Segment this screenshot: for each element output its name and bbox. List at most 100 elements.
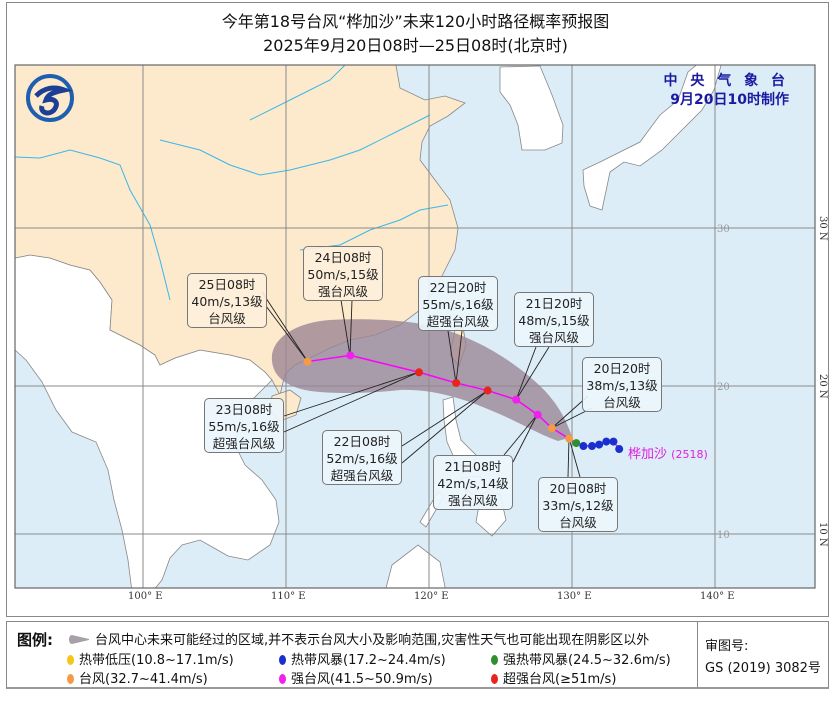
forecast-marker [565, 434, 574, 443]
forecast-marker [303, 357, 312, 366]
past-track-marker [609, 437, 618, 446]
lat-label-30: 30 N [817, 216, 828, 241]
label-level: 强台风级 [447, 493, 498, 508]
legend-text: 台风(32.7~41.4m/s) [79, 672, 208, 687]
label-wind: 40m/s,13级 [191, 294, 263, 309]
legend-cone-text: 台风中心未来可能经过的区域,并不表示台风大小及影响范围,灾害性天气也可能出现在阴… [95, 633, 650, 648]
lat-label-10: 10 N [817, 522, 828, 547]
label-level: 超强台风级 [330, 468, 394, 483]
storm-name: 桦加沙 [628, 447, 668, 462]
past-track-marker [602, 437, 611, 446]
legend-text: 强热带风暴(24.5~32.6m/s) [503, 653, 671, 668]
storm-name-label: 桦加沙 (2518) [628, 443, 708, 462]
legend-item-super-ty: 超强台风(≥51m/s) [491, 668, 616, 687]
label-level: 台风级 [559, 515, 597, 530]
past-track-marker [579, 442, 588, 451]
forecast-marker [346, 351, 355, 360]
forecast-marker [547, 424, 556, 433]
lat-label-20: 20 N [817, 374, 828, 399]
legend-item-ty: 台风(32.7~41.4m/s) [67, 668, 208, 687]
label-level: 强台风级 [528, 330, 579, 345]
label-time: 20日20时 [593, 361, 651, 376]
forecast-label-24d08: 24日08时 50m/s,15级 强台风级 [303, 246, 383, 301]
forecast-label-20d08: 20日08时 33m/s,12级 台风级 [538, 477, 618, 532]
forecast-marker [512, 395, 521, 404]
label-time: 25日08时 [198, 277, 256, 292]
lon-label-100: 100° E [128, 591, 163, 602]
ts-marker-icon [279, 655, 286, 665]
legend-divider [697, 622, 698, 688]
korea-land [499, 65, 564, 151]
past-track-marker [588, 442, 597, 451]
map-approval: 审图号: GS (2019) 3082号 [705, 636, 821, 680]
label-wind: 42m/s,14级 [437, 476, 509, 491]
past-track-marker [595, 440, 604, 449]
grid-label-10: 10 [717, 530, 730, 541]
label-time: 21日20时 [525, 296, 583, 311]
label-level: 台风级 [208, 311, 246, 326]
legend-item-ts: 热带风暴(17.2~24.4m/s) [279, 649, 446, 668]
lon-label-110: 110° E [271, 591, 306, 602]
label-time: 23日08时 [215, 402, 273, 417]
cone-swatch-icon [69, 635, 89, 644]
grid-label-30: 30 [717, 224, 730, 235]
forecast-label-22d20: 22日20时 55m/s,16级 超强台风级 [418, 276, 498, 331]
label-level: 超强台风级 [212, 436, 276, 451]
probability-cone [271, 319, 572, 441]
forecast-label-25d08: 25日08时 40m/s,13级 台风级 [187, 273, 267, 328]
legend-item-sty: 强台风(41.5~50.9m/s) [279, 668, 433, 687]
legend-text: 超强台风(≥51m/s) [503, 672, 617, 687]
label-level: 超强台风级 [426, 314, 490, 329]
page-subtitle: 2025年9月20日08时—25日08时(北京时) [263, 36, 568, 55]
rivers [15, 65, 449, 301]
legend-item-sts: 强热带风暴(24.5~32.6m/s) [491, 649, 671, 668]
forecast-marker [483, 386, 492, 395]
page-title: 今年第18号台风“桦加沙”未来120小时路径概率预报图 [221, 12, 610, 31]
td-marker-icon [67, 655, 74, 665]
past-track-marker [572, 439, 581, 448]
legend-cone-item: 台风中心未来可能经过的区域,并不表示台风大小及影响范围,灾害性天气也可能出现在阴… [67, 629, 649, 648]
forecast-label-20d20: 20日20时 38m/s,13级 台风级 [582, 357, 662, 412]
past-track-marker [615, 445, 624, 454]
label-wind: 33m/s,12级 [542, 498, 614, 513]
forecast-marker [533, 410, 542, 419]
label-time: 20日08时 [549, 481, 607, 496]
label-time: 22日20时 [429, 280, 487, 295]
label-time: 24日08时 [314, 250, 372, 265]
label-wind: 52m/s,16级 [326, 451, 398, 466]
approval-number: GS (2019) 3082号 [705, 661, 821, 676]
leader-lines [261, 291, 593, 478]
issuer: 中 央 气 象 台 9月20日10时制作 [664, 72, 790, 110]
lon-label-130: 130° E [557, 591, 592, 602]
sts-marker-icon [491, 655, 498, 665]
legend-text: 热带低压(10.8~17.1m/s) [79, 653, 234, 668]
japan-land [582, 65, 722, 211]
map: 30 20 10 [14, 64, 816, 589]
forecast-marker [452, 378, 461, 387]
forecast-label-21d08: 21日08时 42m/s,14级 强台风级 [433, 455, 513, 510]
figure-frame [6, 2, 829, 617]
forecast-marker [414, 368, 423, 377]
label-time: 21日08时 [444, 459, 502, 474]
forecast-label-23d08: 23日08时 55m/s,16级 超强台风级 [204, 398, 284, 453]
label-wind: 55m/s,16级 [422, 297, 494, 312]
label-wind: 38m/s,13级 [586, 378, 658, 393]
storm-code: (2518) [671, 448, 708, 461]
approval-label: 审图号: [705, 639, 749, 654]
legend-item-td: 热带低压(10.8~17.1m/s) [67, 649, 234, 668]
super-ty-marker-icon [491, 674, 498, 684]
forecast-label-22d08: 22日08时 52m/s,16级 超强台风级 [322, 430, 402, 485]
forecast-label-21d20: 21日20时 48m/s,15级 强台风级 [514, 292, 594, 347]
sty-marker-icon [279, 674, 286, 684]
legend: 图例: 台风中心未来可能经过的区域,并不表示台风大小及影响范围,灾害性天气也可能… [6, 621, 829, 689]
label-time: 22日08时 [333, 434, 391, 449]
label-wind: 48m/s,15级 [518, 313, 590, 328]
lon-label-120: 120° E [414, 591, 449, 602]
ty-marker-icon [67, 674, 74, 684]
map-frame [14, 64, 816, 589]
lon-label-140: 140° E [700, 591, 735, 602]
legend-text: 热带风暴(17.2~24.4m/s) [291, 653, 446, 668]
cma-logo [26, 74, 74, 122]
agency-name: 中 央 气 象 台 [663, 73, 789, 89]
legend-text: 强台风(41.5~50.9m/s) [291, 672, 433, 687]
